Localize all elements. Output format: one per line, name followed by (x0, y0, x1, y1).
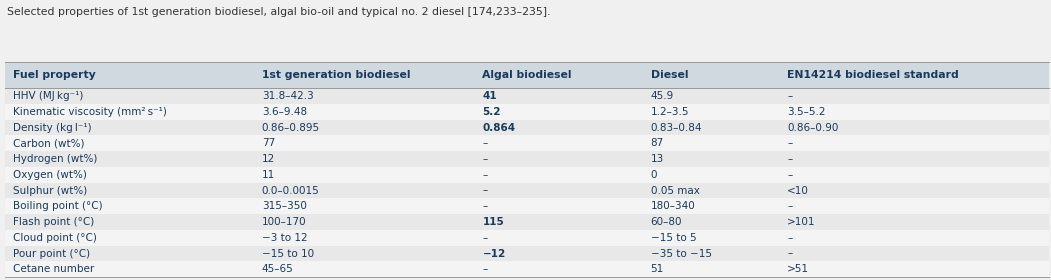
Text: Algal biodiesel: Algal biodiesel (482, 70, 572, 80)
Text: 87: 87 (651, 138, 664, 148)
Text: Hydrogen (wt%): Hydrogen (wt%) (13, 154, 97, 164)
Text: −15 to 5: −15 to 5 (651, 233, 696, 243)
Bar (5, 120, 1049, 136)
Text: >51: >51 (787, 264, 809, 274)
Text: <10: <10 (787, 186, 809, 195)
Bar (5, 62, 1049, 88)
Text: >101: >101 (787, 217, 816, 227)
Text: 1st generation biodiesel: 1st generation biodiesel (262, 70, 410, 80)
Text: 5.2: 5.2 (482, 107, 501, 117)
Text: Oxygen (wt%): Oxygen (wt%) (13, 170, 86, 180)
Text: –: – (787, 233, 792, 243)
Text: 315–350: 315–350 (262, 201, 307, 211)
Text: 77: 77 (262, 138, 275, 148)
Text: Boiling point (°C): Boiling point (°C) (13, 201, 102, 211)
Bar (5, 246, 1049, 262)
Text: 0.05 max: 0.05 max (651, 186, 700, 195)
Text: Flash point (°C): Flash point (°C) (13, 217, 94, 227)
Bar (5, 262, 1049, 277)
Text: 0.86–0.90: 0.86–0.90 (787, 123, 839, 132)
Text: Kinematic viscosity (mm² s⁻¹): Kinematic viscosity (mm² s⁻¹) (13, 107, 166, 117)
Text: 0.86–0.895: 0.86–0.895 (262, 123, 320, 132)
Text: Pour point (°C): Pour point (°C) (13, 249, 89, 258)
Text: –: – (482, 154, 488, 164)
Text: –: – (787, 138, 792, 148)
Text: Diesel: Diesel (651, 70, 688, 80)
Text: –: – (482, 233, 488, 243)
Text: 3.5–5.2: 3.5–5.2 (787, 107, 826, 117)
Text: Cloud point (°C): Cloud point (°C) (13, 233, 97, 243)
Text: Selected properties of 1st generation biodiesel, algal bio-oil and typical no. 2: Selected properties of 1st generation bi… (7, 7, 551, 17)
Bar (5, 88, 1049, 104)
Text: –: – (482, 138, 488, 148)
Text: –: – (787, 201, 792, 211)
Text: 60–80: 60–80 (651, 217, 682, 227)
Text: 1.2–3.5: 1.2–3.5 (651, 107, 689, 117)
Text: HHV (MJ kg⁻¹): HHV (MJ kg⁻¹) (13, 91, 83, 101)
Bar (5, 199, 1049, 214)
Text: Cetane number: Cetane number (13, 264, 94, 274)
Text: 45–65: 45–65 (262, 264, 293, 274)
Text: Carbon (wt%): Carbon (wt%) (13, 138, 84, 148)
Text: −35 to −15: −35 to −15 (651, 249, 712, 258)
Text: 51: 51 (651, 264, 664, 274)
Text: –: – (482, 264, 488, 274)
Text: 3.6–9.48: 3.6–9.48 (262, 107, 307, 117)
Text: 0: 0 (651, 170, 657, 180)
Text: –: – (787, 170, 792, 180)
Text: −3 to 12: −3 to 12 (262, 233, 307, 243)
Text: 0.864: 0.864 (482, 123, 516, 132)
Text: 13: 13 (651, 154, 664, 164)
Text: −15 to 10: −15 to 10 (262, 249, 314, 258)
Text: 100–170: 100–170 (262, 217, 306, 227)
Text: –: – (482, 186, 488, 195)
Bar (5, 167, 1049, 183)
Text: Density (kg l⁻¹): Density (kg l⁻¹) (13, 123, 91, 132)
Text: 45.9: 45.9 (651, 91, 674, 101)
Text: 115: 115 (482, 217, 504, 227)
Text: 0.83–0.84: 0.83–0.84 (651, 123, 702, 132)
Text: 41: 41 (482, 91, 497, 101)
Bar (5, 214, 1049, 230)
Bar (5, 136, 1049, 151)
Text: 180–340: 180–340 (651, 201, 696, 211)
Bar (5, 230, 1049, 246)
Text: Fuel property: Fuel property (13, 70, 96, 80)
Text: –: – (482, 170, 488, 180)
Text: –: – (482, 201, 488, 211)
Text: 0.0–0.0015: 0.0–0.0015 (262, 186, 320, 195)
Text: 11: 11 (262, 170, 275, 180)
Bar (5, 151, 1049, 167)
Bar (5, 104, 1049, 120)
Text: –: – (787, 91, 792, 101)
Text: EN14214 biodiesel standard: EN14214 biodiesel standard (787, 70, 959, 80)
Text: 12: 12 (262, 154, 275, 164)
Text: −12: −12 (482, 249, 506, 258)
Text: –: – (787, 249, 792, 258)
Bar (5, 62, 1049, 277)
Bar (5, 183, 1049, 199)
Text: 31.8–42.3: 31.8–42.3 (262, 91, 313, 101)
Text: –: – (787, 154, 792, 164)
Text: Sulphur (wt%): Sulphur (wt%) (13, 186, 87, 195)
